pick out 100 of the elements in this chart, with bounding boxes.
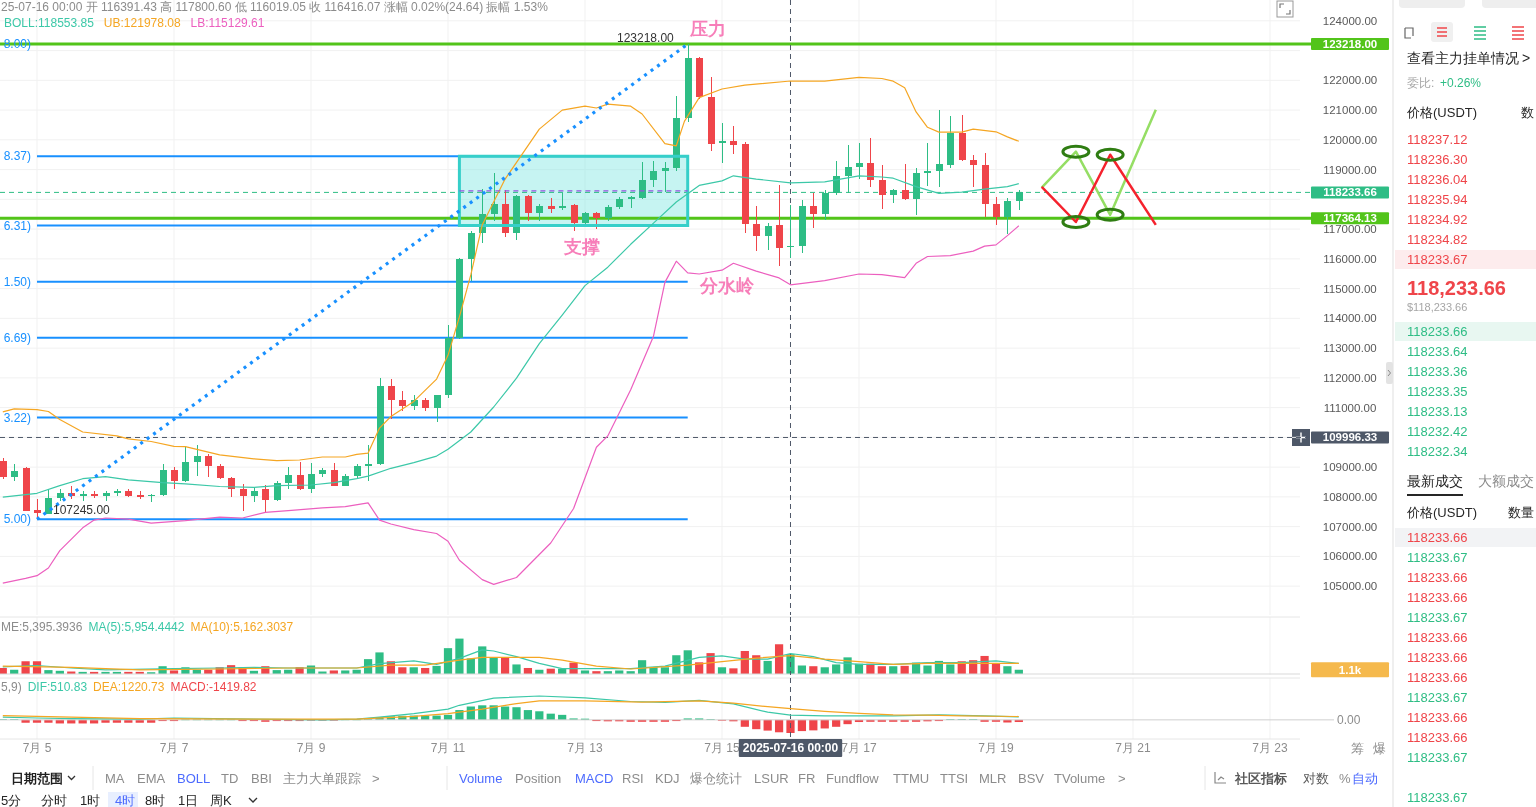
- text: 118232.42: [1407, 423, 1468, 439]
- annotation: 分水岭: [698, 275, 755, 296]
- x-tick-label: 7月 17: [841, 741, 877, 755]
- text: KDJ: [655, 770, 680, 786]
- text: >: [1118, 770, 1126, 786]
- x-tick-label: 7月 23: [1252, 741, 1288, 755]
- text: BOLL: [177, 770, 211, 786]
- text: DIF:510.83: [27, 680, 88, 694]
- text: 数: [1521, 104, 1534, 120]
- text: TTSI: [940, 770, 969, 786]
- text: MLR: [979, 770, 1007, 786]
- text: 118233.67: [1407, 689, 1468, 705]
- annotation: 107245.00: [53, 503, 111, 518]
- ref-line-label: 123218.00: [1322, 38, 1378, 51]
- text: EMA: [137, 770, 166, 786]
- y-tick-label: 124000.00: [1322, 14, 1378, 27]
- text: Volume: [459, 770, 503, 786]
- text: 118233.67: [1407, 749, 1468, 765]
- text: 118236.30: [1407, 151, 1468, 167]
- text: $118,233.66: [1407, 301, 1468, 313]
- x-tick-label: 7月 13: [567, 741, 603, 755]
- y-tick-label: 112000.00: [1323, 371, 1377, 384]
- text: 118233.66: [1407, 529, 1468, 545]
- text: 1.1k: [1338, 663, 1362, 676]
- text: 分时: [41, 792, 67, 807]
- text: BSV: [1018, 770, 1045, 786]
- text: 对数: [1303, 770, 1329, 786]
- text: 118233.66: [1407, 709, 1468, 725]
- text: 118232.34: [1407, 443, 1468, 459]
- annotation: LB:115129.61: [190, 16, 265, 30]
- text: MA: [105, 770, 125, 786]
- text: 118233.67: [1407, 549, 1468, 565]
- y-tick-label: 117000.00: [1323, 223, 1377, 236]
- ref-line-label: 109996.33: [1322, 431, 1378, 444]
- text: 日期范围: [11, 770, 63, 786]
- text: 价格(USDT): [1406, 504, 1478, 520]
- ref-line-label: 2025-07-16 00:00: [742, 741, 839, 755]
- annotation: 8.00): [3, 37, 32, 52]
- text: 自动: [1352, 770, 1378, 786]
- annotation: 8.37): [3, 149, 32, 164]
- text: TTMU: [893, 770, 930, 786]
- y-tick-label: 105000.00: [1322, 580, 1378, 593]
- annotation: 1.50): [3, 274, 32, 289]
- annotation: 25-07-16 00:00 开 116391.43 高 117800.60 低 116019.05 收 116416.07 涨幅 0.02%(24.64) 振幅 1.53%: [1, 0, 549, 14]
- text: MACD:-1419.82: [170, 680, 257, 694]
- annotation: 3.22): [3, 410, 32, 425]
- text: TD: [221, 770, 239, 786]
- ref-line-label: 117364.13: [1323, 212, 1377, 225]
- text: 社区指标: [1234, 770, 1287, 786]
- text: 查看主力挂单情况: [1407, 50, 1519, 66]
- text: 最新成交: [1407, 473, 1463, 489]
- y-tick-label: 113000.00: [1323, 342, 1377, 355]
- x-tick-label: 7月 21: [1115, 741, 1151, 755]
- annotation: 6.69): [3, 330, 32, 345]
- text: 周K: [210, 792, 232, 807]
- text: 1日: [178, 792, 199, 807]
- text: MA(10):5,162.3037: [190, 620, 294, 634]
- text: TVolume: [1054, 770, 1106, 786]
- text: 118234.82: [1407, 231, 1468, 247]
- text: 118233.13: [1407, 403, 1468, 419]
- text: 118233.66: [1407, 729, 1468, 745]
- text: +0.26%: [1440, 76, 1482, 90]
- text: 筹: [1351, 740, 1364, 756]
- text: 118234.92: [1407, 211, 1468, 227]
- text: >: [372, 770, 380, 786]
- annotation: 6.31): [3, 218, 32, 233]
- x-tick-label: 7月 7: [159, 741, 189, 755]
- text: 118233.67: [1407, 789, 1468, 805]
- x-tick-label: 7月 19: [978, 741, 1014, 755]
- text: 118236.04: [1407, 171, 1468, 187]
- text: 118233.66: [1407, 323, 1468, 339]
- annotation: UB:121978.08: [103, 16, 181, 30]
- text: 8时: [145, 792, 166, 807]
- x-tick-label: 7月 9: [296, 741, 326, 755]
- annotation: 123218.00: [617, 31, 675, 46]
- x-tick-label: 7月 5: [22, 741, 52, 755]
- text: 爆仓统计: [690, 770, 742, 786]
- text: 118233.35: [1407, 383, 1468, 399]
- text: 5分: [1, 792, 22, 807]
- y-tick-label: 115000.00: [1323, 282, 1377, 295]
- text: 118233.66: [1407, 629, 1468, 645]
- text: 118237.12: [1407, 131, 1468, 147]
- text: ME:5,395.3936: [1, 620, 83, 634]
- ref-line-label: 118233.66: [1323, 186, 1377, 199]
- y-tick-label: 114000.00: [1323, 312, 1377, 325]
- y-tick-label: 122000.00: [1322, 74, 1378, 87]
- text: 主力大单跟踪: [283, 770, 361, 786]
- text: 4时: [115, 792, 136, 807]
- text: LSUR: [754, 770, 789, 786]
- y-tick-label: 116000.00: [1323, 252, 1377, 265]
- y-tick-label: 119000.00: [1323, 163, 1377, 176]
- y-tick-label: 106000.00: [1322, 550, 1378, 563]
- y-tick-label: 108000.00: [1322, 490, 1378, 503]
- text: 5,9): [1, 680, 22, 694]
- text: 118233.66: [1407, 589, 1468, 605]
- text: 价格(USDT): [1406, 104, 1478, 120]
- text: 118,233.66: [1407, 277, 1506, 299]
- text: DEA:1220.73: [93, 680, 165, 694]
- text: 委比:: [1407, 76, 1435, 90]
- text: >: [1522, 50, 1531, 66]
